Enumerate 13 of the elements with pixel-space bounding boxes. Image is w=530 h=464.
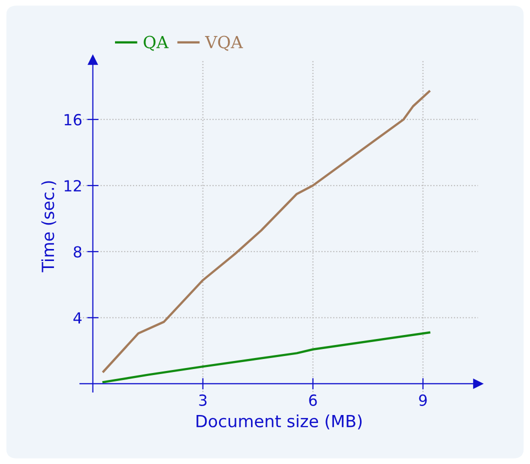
y-tick-label: 16 (64, 114, 82, 126)
y-tick-label: 8 (74, 246, 82, 258)
line-series (102, 331, 430, 384)
x-tick-label: 6 (309, 394, 317, 406)
x-tick-label: 9 (419, 394, 427, 406)
x-axis-title: Document size (MB) (196, 414, 362, 430)
legend-label: QA (144, 36, 169, 51)
y-axis-title: Time (sec.) (41, 181, 56, 272)
y-tick-label: 12 (64, 180, 81, 192)
x-tick-label: 3 (199, 394, 207, 406)
line-series (102, 90, 430, 373)
legend-label: VQA (204, 36, 244, 51)
y-tick-label: 4 (73, 312, 82, 324)
